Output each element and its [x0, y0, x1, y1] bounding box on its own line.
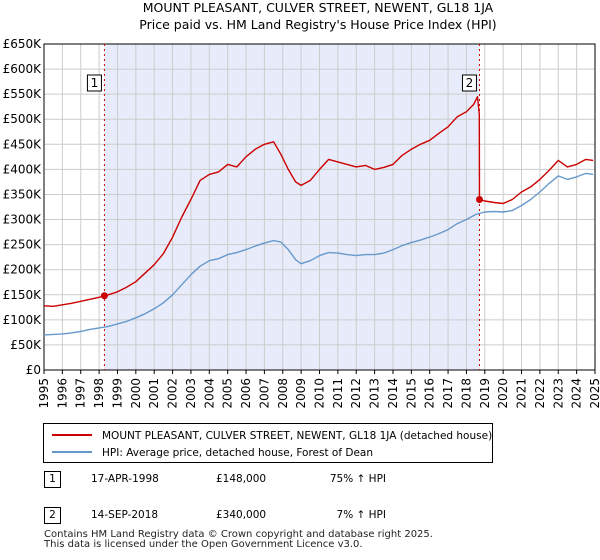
y-tick-label: £350K: [3, 187, 43, 201]
y-tick-label: £50K: [10, 338, 42, 352]
y-tick-label: £300K: [3, 213, 43, 227]
hpi-series-line: [43, 172, 594, 336]
x-tick-label: 2005: [221, 378, 235, 409]
footer-copyright: Contains HM Land Registry data © Crown c…: [44, 529, 433, 540]
legend: MOUNT PLEASANT, CULVER STREET, NEWENT, G…: [43, 423, 493, 463]
x-tick-label: 2000: [129, 378, 143, 409]
chart-subtitle: Price paid vs. HM Land Registry's House …: [139, 17, 496, 32]
sale-point: [475, 195, 483, 203]
x-tick-label: 2012: [349, 378, 363, 409]
y-tick-label: £100K: [3, 313, 43, 327]
footer: Contains HM Land Registry data © Crown c…: [44, 530, 433, 550]
annotation-hpi: 75% ↑ HPI: [329, 473, 386, 485]
price-chart: MOUNT PLEASANT, CULVER STREET, NEWENT, G…: [3, 0, 600, 409]
x-tick-label: 2015: [404, 378, 418, 409]
x-tick-label: 2001: [147, 378, 161, 409]
x-tick-label: 2004: [202, 378, 216, 409]
x-tick-label: 2019: [478, 378, 492, 409]
y-tick-label: £250K: [3, 238, 43, 252]
x-tick-label: 2024: [570, 378, 584, 409]
x-tick-label: 2018: [459, 378, 473, 409]
x-tick-label: 2009: [294, 378, 308, 409]
chart-title: MOUNT PLEASANT, CULVER STREET, NEWENT, G…: [143, 0, 494, 15]
legend-swatch-hpi: [52, 451, 92, 453]
annotation-price: £340,000: [216, 509, 267, 521]
x-tick-label: 1999: [110, 378, 124, 409]
annotation-row: 2 14-SEP-2018 £340,000 7% ↑ HPI: [44, 507, 444, 527]
x-tick-label: 2006: [239, 378, 253, 409]
x-tick-label: 2017: [441, 378, 455, 409]
x-tick-label: 2002: [166, 378, 180, 409]
plot-frame: [43, 43, 596, 371]
x-tick-label: 2003: [184, 378, 198, 409]
annotation-row: 1 17-APR-1998 £148,000 75% ↑ HPI: [44, 471, 444, 491]
sale-label-text: 1: [91, 76, 99, 90]
legend-label-hpi: HPI: Average price, detached house, Fore…: [102, 447, 374, 459]
x-tick-label: 2008: [276, 378, 290, 409]
x-tick-label: 2025: [588, 378, 600, 409]
property-series-line: [43, 95, 594, 307]
y-tick-label: £450K: [3, 137, 43, 151]
x-tick-label: 2022: [533, 378, 547, 409]
x-tick-label: 2011: [331, 378, 345, 409]
sale-point: [100, 292, 108, 300]
x-tick-label: 1998: [92, 378, 106, 409]
annotation-number: 2: [44, 507, 61, 524]
y-tick-label: £550K: [3, 87, 43, 101]
y-tick-label: £150K: [3, 288, 43, 302]
legend-item-hpi: HPI: Average price, detached house, Fore…: [52, 445, 373, 461]
x-tick-label: 2023: [551, 378, 565, 409]
x-tick-label: 2020: [496, 378, 510, 409]
y-tick-label: £400K: [3, 162, 43, 176]
legend-item-property: MOUNT PLEASANT, CULVER STREET, NEWENT, G…: [52, 428, 492, 444]
y-tick-label: £650K: [3, 37, 43, 51]
y-tick-label: £500K: [3, 112, 43, 126]
y-tick-label: £200K: [3, 263, 43, 277]
x-tick-label: 1996: [55, 378, 69, 409]
annotation-date: 14-SEP-2018: [91, 509, 159, 521]
x-tick-label: 2021: [515, 378, 529, 409]
footer-licence: This data is licensed under the Open Gov…: [44, 539, 363, 550]
y-tick-label: £0: [26, 363, 41, 377]
x-tick-label: 2013: [368, 378, 382, 409]
annotation-price: £148,000: [216, 473, 267, 485]
annotation-hpi: 7% ↑ HPI: [336, 509, 386, 521]
x-tick-label: 1997: [74, 378, 88, 409]
x-tick-label: 2007: [257, 378, 271, 409]
x-tick-label: 1995: [37, 378, 51, 409]
sale-label-text: 2: [466, 76, 474, 90]
legend-swatch-property: [52, 434, 92, 436]
sale-label-box: [461, 74, 477, 92]
sale-label-box: [86, 74, 102, 92]
ownership-shading: [104, 44, 480, 370]
x-tick-label: 2010: [313, 378, 327, 409]
y-tick-label: £600K: [3, 62, 43, 76]
annotation-number: 1: [44, 471, 61, 488]
annotation-date: 17-APR-1998: [91, 473, 159, 485]
x-tick-label: 2016: [423, 378, 437, 409]
legend-label-property: MOUNT PLEASANT, CULVER STREET, NEWENT, G…: [102, 430, 493, 442]
x-tick-label: 2014: [386, 378, 400, 409]
